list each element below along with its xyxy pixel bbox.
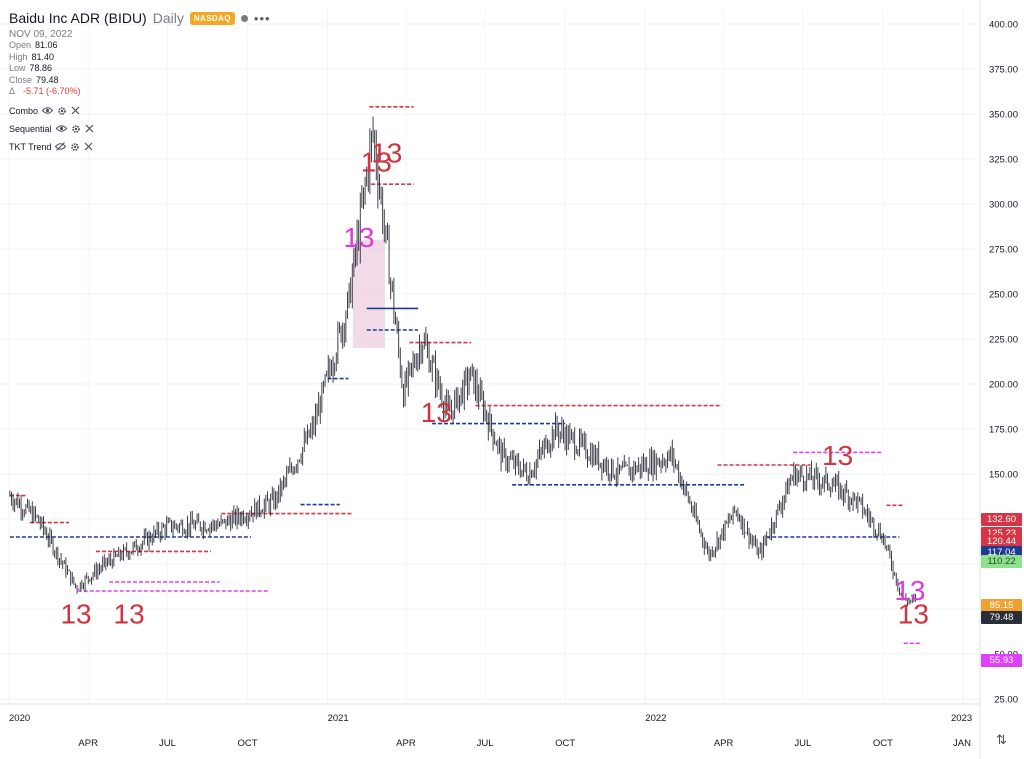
y-tick-label: 250.00 bbox=[989, 290, 1018, 301]
x-tick-label: JUL bbox=[794, 738, 811, 749]
y-tick-label: 25.00 bbox=[994, 695, 1018, 706]
countdown-13-label: 13 bbox=[361, 147, 392, 178]
ohlc-close-label: Close bbox=[9, 74, 33, 85]
y-tick-label: 325.00 bbox=[989, 155, 1018, 166]
countdown-13-label: 13 bbox=[421, 397, 452, 428]
indicator-tkt-trend-label: TKT Trend bbox=[9, 141, 52, 152]
price-tag: 55.93 bbox=[981, 654, 1022, 667]
countdown-13-label: 13 bbox=[371, 138, 402, 169]
y-tick-label: 200.00 bbox=[989, 380, 1018, 391]
x-tick-label: OCT bbox=[555, 738, 575, 749]
indicator-combo-label: Combo bbox=[9, 105, 39, 116]
x-tick-label: APR bbox=[78, 738, 98, 749]
countdown-13-label: 13 bbox=[343, 222, 374, 253]
ohlc-high: High 81.40 bbox=[9, 52, 271, 64]
ohlc-close: Close 79.48 bbox=[9, 75, 271, 87]
ohlc-open: Open 81.06 bbox=[9, 40, 271, 52]
candles bbox=[9, 116, 916, 607]
y-tick-label: 175.00 bbox=[989, 425, 1018, 436]
close-icon[interactable] bbox=[71, 106, 80, 115]
x-tick-label: APR bbox=[396, 738, 416, 749]
eye-icon[interactable] bbox=[55, 124, 67, 133]
countdown-13-label: 13 bbox=[898, 598, 929, 629]
price-tag: 120.44 bbox=[981, 535, 1022, 548]
close-icon[interactable] bbox=[84, 142, 93, 151]
gear-icon[interactable] bbox=[57, 106, 67, 116]
ohlc-close-value: 79.48 bbox=[36, 74, 59, 85]
indicator-tkt-trend[interactable]: TKT Trend bbox=[9, 138, 271, 156]
indicator-sequential-label: Sequential bbox=[9, 123, 52, 134]
ohlc-low: Low 78.86 bbox=[9, 63, 271, 75]
y-tick-label: 300.00 bbox=[989, 200, 1018, 211]
arrows-up-down-icon[interactable]: ⇅ bbox=[996, 732, 1007, 747]
x-tick-label: 2020 bbox=[9, 713, 30, 724]
y-tick-label: 225.00 bbox=[989, 335, 1018, 346]
x-tick-label: OCT bbox=[237, 738, 257, 749]
countdown-13-label: 13 bbox=[822, 440, 853, 471]
gear-icon[interactable] bbox=[70, 142, 80, 152]
exchange-badge: NASDAQ bbox=[189, 11, 235, 25]
ohlc-open-value: 81.06 bbox=[35, 40, 58, 50]
change-row: Δ -5.71 (-6.70%) bbox=[9, 86, 271, 98]
y-tick-label: 150.00 bbox=[989, 470, 1018, 481]
x-tick-label: JUL bbox=[477, 738, 494, 749]
countdown-13-label: 13 bbox=[60, 598, 91, 629]
indicator-sequential[interactable]: Sequential bbox=[9, 120, 271, 138]
y-tick-label: 400.00 bbox=[989, 20, 1018, 31]
market-status-icon bbox=[240, 14, 248, 22]
eye-icon[interactable] bbox=[42, 106, 54, 115]
ohlc-high-label: High bbox=[9, 51, 28, 62]
grid bbox=[0, 8, 980, 704]
chart-legend: Baidu Inc ADR (BIDU) Daily NASDAQ ••• NO… bbox=[9, 8, 271, 156]
x-tick-label: JAN bbox=[953, 738, 971, 749]
ohlc-open-label: Open bbox=[9, 40, 32, 50]
ohlc-low-label: Low bbox=[9, 63, 26, 73]
levels bbox=[9, 106, 923, 645]
bar-date: NOV 09, 2022 bbox=[9, 29, 73, 40]
zones bbox=[352, 240, 386, 348]
eye-crossed-icon[interactable] bbox=[55, 142, 67, 151]
symbol-title[interactable]: Baidu Inc ADR (BIDU) bbox=[9, 10, 147, 26]
countdown-13-label: 13 bbox=[894, 575, 925, 606]
x-tick-label: OCT bbox=[873, 738, 893, 749]
more-options-icon[interactable]: ••• bbox=[253, 10, 271, 26]
x-tick-label: JUL bbox=[159, 738, 176, 749]
indicator-combo[interactable]: Combo bbox=[9, 102, 271, 120]
ohlc-high-value: 81.40 bbox=[31, 51, 55, 62]
signal-zone bbox=[352, 240, 386, 348]
x-tick-label: APR bbox=[714, 738, 734, 749]
close-icon[interactable] bbox=[85, 124, 94, 133]
countdown-13-label: 13 bbox=[114, 598, 145, 629]
timeframe-label[interactable]: Daily bbox=[152, 10, 184, 26]
x-tick-label: 2023 bbox=[951, 713, 972, 724]
x-tick-label: 2021 bbox=[328, 713, 349, 724]
y-tick-label: 275.00 bbox=[989, 245, 1018, 256]
y-tick-label: 375.00 bbox=[989, 65, 1018, 76]
y-tick-label: 350.00 bbox=[989, 110, 1018, 121]
change-value: -5.71 (-6.70%) bbox=[23, 86, 81, 96]
change-label: Δ bbox=[9, 86, 16, 96]
price-tag: 85.15 bbox=[981, 599, 1022, 612]
x-tick-label: 2022 bbox=[645, 713, 666, 724]
gear-icon[interactable] bbox=[71, 124, 81, 134]
price-tag: 132.60 bbox=[981, 513, 1022, 526]
price-tag: 110.22 bbox=[981, 555, 1022, 568]
ohlc-low-value: 78.86 bbox=[29, 63, 53, 73]
price-tag: 79.48 bbox=[981, 611, 1022, 624]
